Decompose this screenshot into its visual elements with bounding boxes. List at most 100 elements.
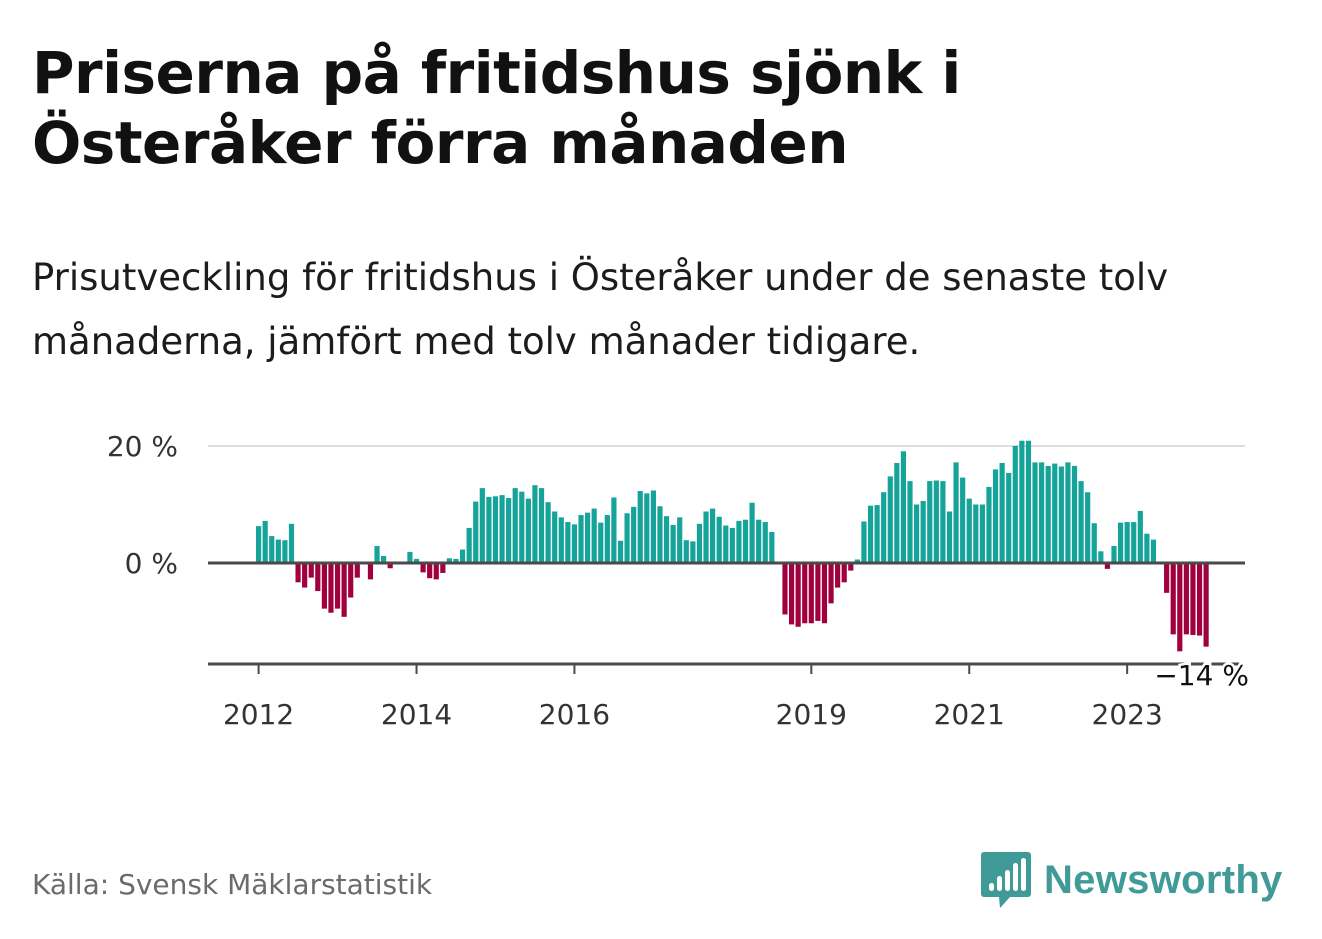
- bar: [440, 563, 446, 573]
- bar: [690, 541, 696, 563]
- bar: [960, 477, 966, 563]
- bar: [486, 496, 492, 563]
- chart-subtitle: Prisutveckling för fritidshus i Österåke…: [32, 256, 1169, 363]
- bar: [650, 490, 656, 563]
- bar: [453, 558, 459, 563]
- bar: [506, 498, 512, 563]
- bar: [275, 539, 281, 563]
- bar: [644, 493, 650, 563]
- bar: [821, 563, 828, 624]
- bar: [624, 513, 630, 563]
- bar: [749, 502, 755, 564]
- bar: [1078, 481, 1084, 563]
- bar: [295, 563, 301, 583]
- bar: [657, 506, 663, 563]
- bar: [861, 521, 867, 563]
- bar: [1045, 465, 1051, 563]
- bar: [854, 559, 860, 563]
- brand-logo[interactable]: Newsworthy: [980, 848, 1283, 912]
- bar: [1012, 446, 1018, 563]
- bar: [953, 462, 959, 563]
- bar: [262, 520, 268, 563]
- x-tick-label: 2016: [539, 698, 610, 731]
- bar: [900, 451, 907, 563]
- axes: [208, 561, 1245, 674]
- bar: [1019, 440, 1025, 563]
- bar: [545, 502, 551, 563]
- bar: [696, 523, 703, 564]
- bar-chart: 0 % 20 % 2012 2014 2016 2019 2021 2023 −14 %: [107, 430, 1252, 731]
- bar: [1091, 523, 1097, 563]
- bar: [762, 522, 768, 563]
- bar: [308, 563, 314, 578]
- bar: [710, 508, 716, 563]
- bar: [525, 498, 531, 563]
- bar: [591, 508, 597, 563]
- bar: [302, 563, 308, 588]
- bar: [413, 558, 420, 563]
- bar: [381, 555, 387, 563]
- bar: [1025, 440, 1032, 563]
- newsworthy-logo-icon: [981, 852, 1031, 908]
- bar: [1039, 462, 1045, 563]
- bar: [999, 462, 1005, 563]
- bar: [269, 536, 275, 563]
- last-value-label: −14 %: [1154, 659, 1249, 692]
- bar: [499, 495, 505, 563]
- bar: [1190, 563, 1196, 635]
- bar: [723, 525, 729, 563]
- bar: [802, 563, 808, 624]
- bar: [940, 481, 946, 563]
- bar: [1085, 492, 1091, 563]
- bar: [1150, 539, 1157, 563]
- bar: [795, 563, 801, 627]
- bar: [354, 563, 360, 578]
- bar: [1164, 563, 1170, 593]
- bar: [716, 516, 722, 563]
- bar: [703, 511, 709, 563]
- bar: [848, 563, 854, 571]
- bar: [1131, 522, 1137, 563]
- bar: [374, 546, 380, 563]
- x-tick-label: 2019: [776, 698, 847, 731]
- bar: [288, 523, 295, 564]
- bar: [341, 563, 347, 617]
- bar: [927, 481, 933, 563]
- bar: [986, 486, 992, 563]
- bar: [769, 532, 775, 563]
- bar: [565, 522, 571, 563]
- bar: [1052, 463, 1058, 563]
- bar: [920, 500, 926, 563]
- bar: [1058, 466, 1064, 563]
- bar: [1183, 563, 1189, 635]
- bar: [420, 563, 426, 573]
- bar: [256, 526, 262, 563]
- bar: [446, 558, 452, 563]
- bar: [815, 563, 821, 621]
- bar: [1098, 551, 1104, 563]
- bar: [328, 563, 334, 613]
- bar: [887, 476, 893, 563]
- bar: [1144, 533, 1150, 563]
- bar: [387, 563, 393, 569]
- bar: [611, 497, 617, 563]
- bar: [282, 540, 288, 563]
- bar: [1006, 472, 1012, 563]
- x-tick-label: 2014: [381, 698, 452, 731]
- bar: [585, 512, 591, 563]
- bar: [367, 563, 374, 580]
- bar: [881, 492, 887, 563]
- bar: [677, 517, 683, 563]
- bar: [1177, 563, 1183, 652]
- bar: [321, 563, 327, 609]
- bar: [782, 563, 788, 615]
- bar: [933, 480, 939, 563]
- bars: [256, 440, 1209, 652]
- bar: [532, 485, 538, 563]
- bar: [663, 516, 670, 563]
- bar: [538, 488, 545, 563]
- bar: [1111, 546, 1117, 563]
- bar: [334, 563, 341, 609]
- bar: [683, 540, 689, 563]
- source-note: Källa: Svensk Mäklarstatistik: [32, 868, 433, 901]
